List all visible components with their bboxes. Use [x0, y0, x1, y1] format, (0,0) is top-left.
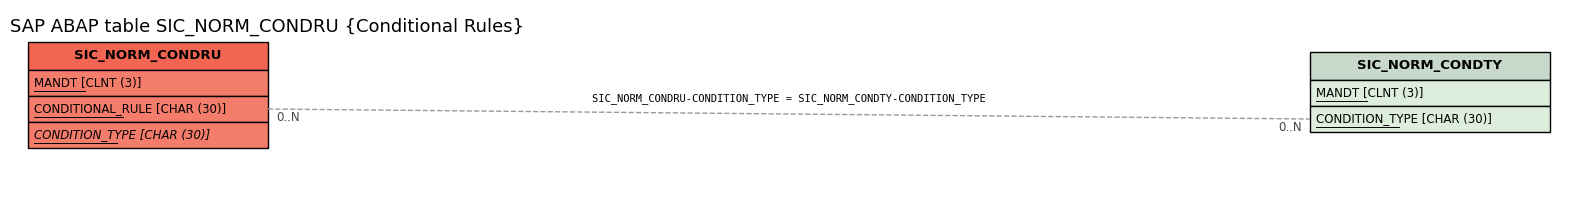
Text: SIC_NORM_CONDRU-CONDITION_TYPE = SIC_NORM_CONDTY-CONDITION_TYPE: SIC_NORM_CONDRU-CONDITION_TYPE = SIC_NOR… — [592, 93, 986, 104]
Text: CONDITION_TYPE [CHAR (30)]: CONDITION_TYPE [CHAR (30)] — [1317, 112, 1492, 126]
Text: SAP ABAP table SIC_NORM_CONDRU {Conditional Rules}: SAP ABAP table SIC_NORM_CONDRU {Conditio… — [9, 18, 524, 36]
Bar — [28, 70, 268, 96]
Bar — [28, 122, 268, 148]
Text: MANDT [CLNT (3)]: MANDT [CLNT (3)] — [1317, 87, 1424, 100]
Text: 0..N: 0..N — [1279, 121, 1303, 134]
Text: MANDT [CLNT (3)]: MANDT [CLNT (3)] — [35, 76, 142, 90]
Bar — [1310, 80, 1550, 106]
Bar — [1310, 106, 1550, 132]
Bar — [28, 96, 268, 122]
Text: CONDITION_TYPE [CHAR (30)]: CONDITION_TYPE [CHAR (30)] — [35, 129, 209, 141]
Text: 0..N: 0..N — [276, 111, 299, 124]
Bar — [1310, 52, 1550, 80]
Text: SIC_NORM_CONDRU: SIC_NORM_CONDRU — [74, 50, 222, 62]
Text: SIC_NORM_CONDTY: SIC_NORM_CONDTY — [1358, 60, 1503, 72]
Text: CONDITIONAL_RULE [CHAR (30)]: CONDITIONAL_RULE [CHAR (30)] — [35, 102, 227, 115]
Bar — [28, 42, 268, 70]
